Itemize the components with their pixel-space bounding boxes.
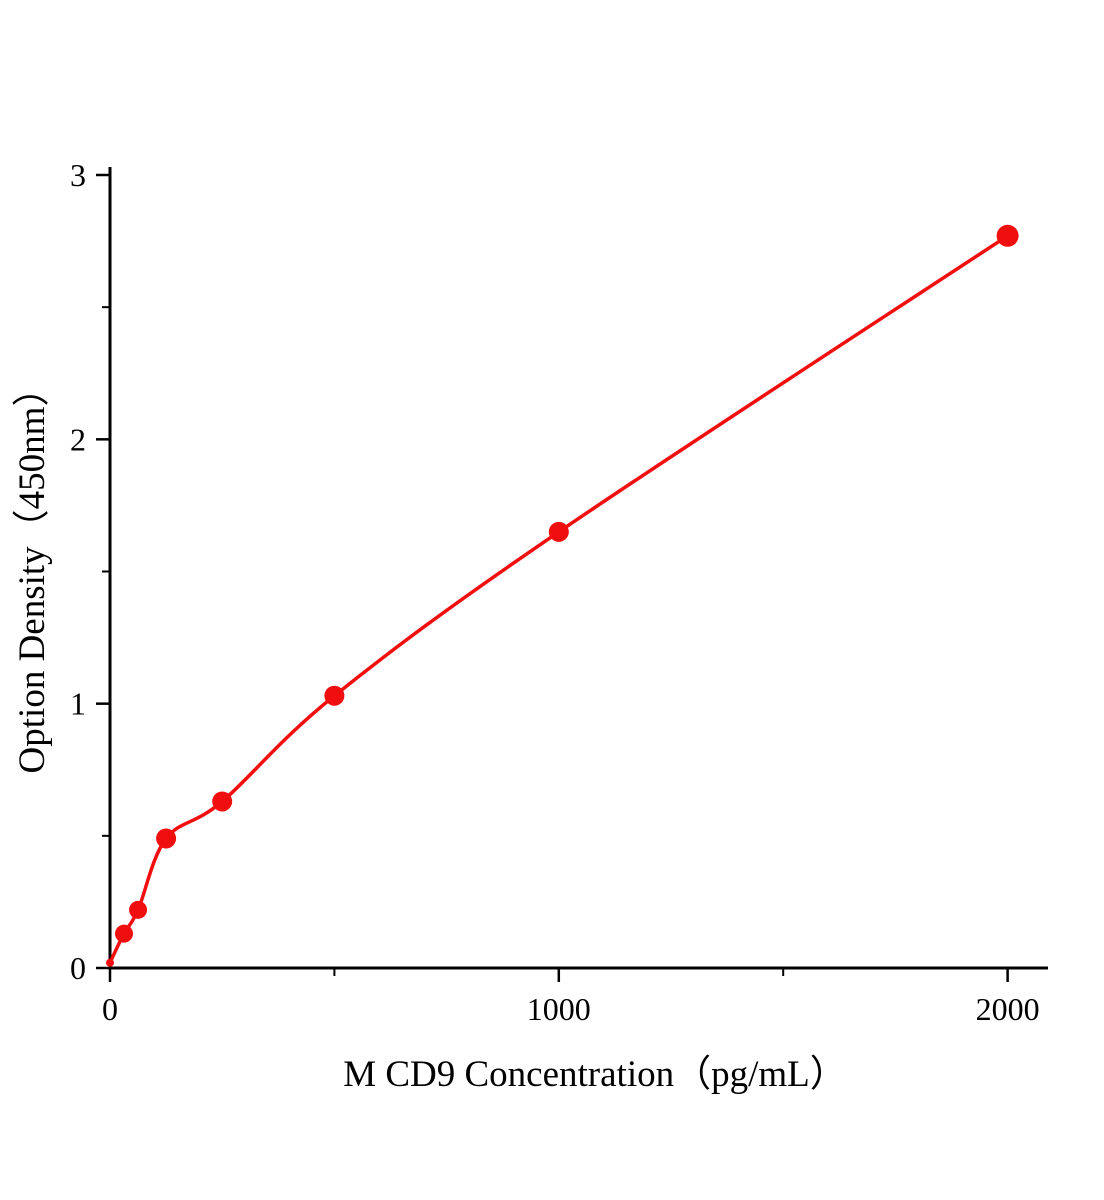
x-axis-title: M CD9 Concentration（pg/mL） <box>343 1054 847 1095</box>
y-tick-label: 1 <box>70 686 86 722</box>
standard-curve-line <box>108 234 1010 965</box>
y-tick-label: 2 <box>70 421 86 457</box>
y-tick-label: 0 <box>70 950 86 986</box>
x-tick-label: 1000 <box>527 991 591 1027</box>
data-point <box>324 685 345 706</box>
y-axis-title: Option Density（450nm） <box>12 370 53 774</box>
x-tick-label: 0 <box>102 991 118 1027</box>
data-point <box>548 521 569 542</box>
data-point <box>212 791 233 812</box>
data-point <box>996 224 1019 247</box>
data-point <box>129 900 148 919</box>
data-point <box>106 958 114 967</box>
data-point <box>156 828 177 849</box>
x-tick-label: 2000 <box>976 991 1040 1027</box>
y-tick-label: 3 <box>70 157 86 193</box>
data-point <box>115 924 134 943</box>
